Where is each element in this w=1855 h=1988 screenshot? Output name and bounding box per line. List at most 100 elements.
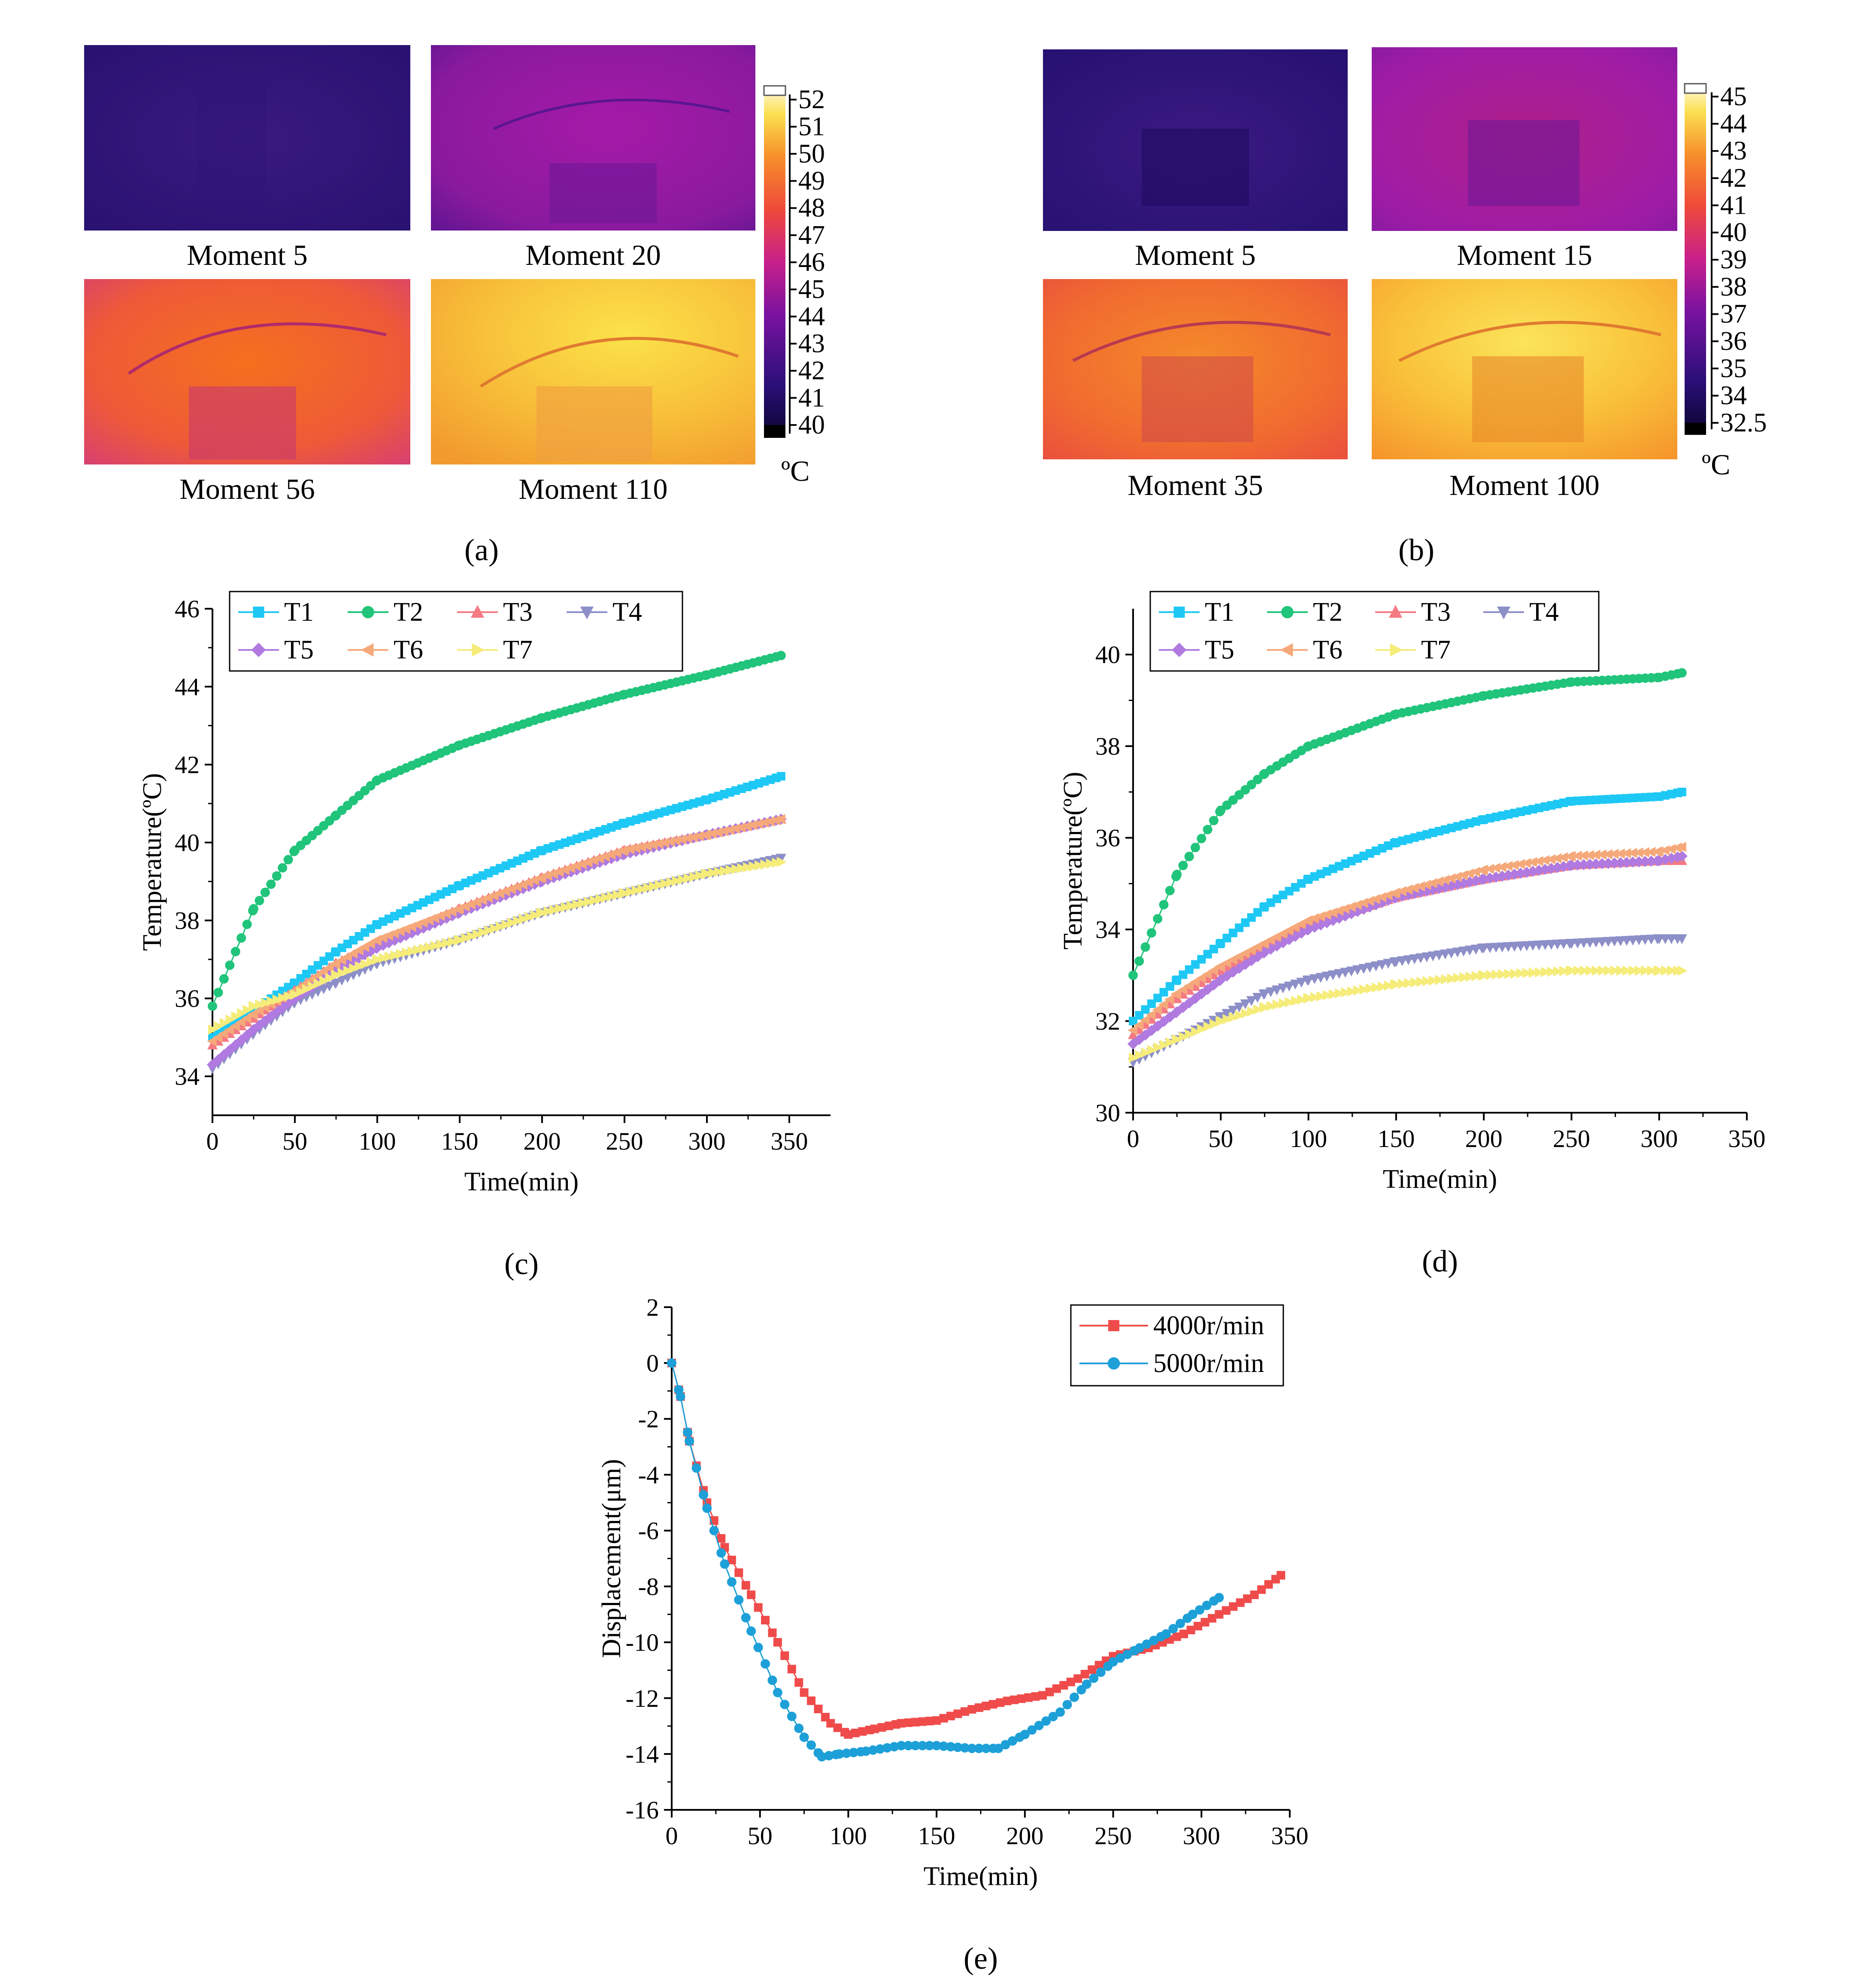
data-point	[1209, 816, 1218, 826]
data-point	[1297, 994, 1307, 1005]
panel-label-d: (d)	[1422, 1244, 1458, 1278]
data-point	[1622, 965, 1633, 976]
data-point	[490, 923, 500, 934]
legend-label-t7: T7	[1421, 635, 1451, 665]
y-tick-label: 0	[646, 1349, 659, 1377]
data-point	[1173, 1034, 1183, 1045]
data-point	[331, 978, 341, 989]
colorbar-tick-label: 45	[1720, 82, 1747, 111]
y-tick-label: -12	[626, 1684, 659, 1712]
data-point	[1397, 956, 1408, 966]
data-point	[1153, 914, 1163, 924]
x-tick-label: 250	[606, 1127, 643, 1155]
data-point	[1498, 969, 1508, 980]
data-point	[1415, 953, 1426, 963]
data-point	[467, 931, 477, 941]
data-point	[1422, 976, 1433, 986]
colorbar-tick-label: 45	[798, 275, 825, 304]
thermal-image-a4	[431, 279, 755, 464]
data-point	[683, 873, 694, 883]
data-point	[542, 874, 554, 885]
data-point	[1676, 850, 1688, 862]
data-point	[703, 868, 712, 879]
data-point	[659, 837, 670, 848]
data-point	[242, 1005, 253, 1015]
data-point	[858, 1727, 867, 1736]
data-point	[1634, 965, 1645, 976]
y-tick-label: 40	[175, 829, 200, 857]
data-point	[1296, 977, 1307, 988]
data-point	[1172, 1632, 1181, 1641]
thermal-image-a2	[431, 45, 755, 231]
data-point	[461, 933, 471, 944]
data-point	[1196, 973, 1206, 983]
data-point	[1195, 1605, 1205, 1615]
data-point	[1347, 986, 1357, 997]
data-point	[1666, 844, 1676, 854]
colorbar-tick-label: 50	[798, 139, 825, 168]
data-point	[1229, 1602, 1238, 1611]
data-point	[776, 650, 786, 660]
data-point	[780, 1651, 789, 1660]
data-point	[648, 840, 658, 850]
data-point	[1328, 989, 1339, 1000]
data-point	[355, 961, 365, 971]
legend-box	[229, 591, 683, 672]
data-point	[424, 942, 435, 953]
data-point	[661, 878, 671, 889]
data-point	[1447, 973, 1457, 984]
x-tick-label: 100	[830, 1822, 867, 1850]
data-point	[1265, 987, 1276, 998]
data-point	[800, 1688, 809, 1697]
data-point	[1378, 981, 1388, 992]
data-point	[612, 889, 623, 900]
data-point	[967, 1743, 977, 1753]
y-tick-label: 40	[1095, 641, 1120, 669]
data-point	[1179, 1630, 1188, 1639]
y-tick-label: 34	[175, 1062, 200, 1090]
data-point	[761, 1616, 770, 1625]
data-point	[342, 973, 353, 983]
data-point	[1008, 1736, 1018, 1746]
y-tick-label: 36	[175, 985, 200, 1013]
data-point	[1038, 1691, 1047, 1700]
data-point	[296, 986, 306, 997]
data-point	[362, 606, 374, 619]
data-point	[278, 992, 288, 1003]
data-point	[324, 981, 335, 992]
data-point	[1088, 1665, 1097, 1674]
data-point	[1197, 1024, 1207, 1035]
data-point	[666, 877, 676, 888]
data-point	[1228, 1012, 1239, 1023]
data-point	[1164, 994, 1174, 1005]
y-axis-title: Temperature(ºC)	[1058, 772, 1088, 950]
data-point	[1590, 858, 1602, 870]
thermal-image-a1	[84, 45, 410, 231]
data-point	[1353, 985, 1363, 996]
data-point	[1152, 1005, 1162, 1015]
series-t7	[1129, 965, 1688, 1063]
data-point	[720, 865, 730, 876]
data-point	[249, 904, 258, 914]
data-point	[787, 1712, 797, 1721]
data-point	[939, 1714, 948, 1723]
data-point	[1247, 1006, 1257, 1017]
data-point	[1048, 1712, 1058, 1721]
data-point	[348, 970, 359, 980]
data-point	[1280, 643, 1293, 657]
thermal-image-b1	[1043, 49, 1348, 231]
data-point	[1471, 971, 1482, 981]
data-point	[1415, 881, 1425, 892]
data-point	[332, 970, 342, 980]
series-line	[212, 861, 782, 1030]
data-point	[1497, 607, 1511, 619]
series-line	[212, 655, 782, 1007]
data-point	[1203, 825, 1212, 835]
data-point	[1596, 858, 1608, 869]
legend-label-t1: T1	[1205, 598, 1234, 627]
data-point	[1540, 855, 1550, 865]
data-point	[249, 1001, 259, 1011]
y-tick-label: 38	[175, 907, 200, 935]
legend-label-t3: T3	[503, 598, 533, 627]
